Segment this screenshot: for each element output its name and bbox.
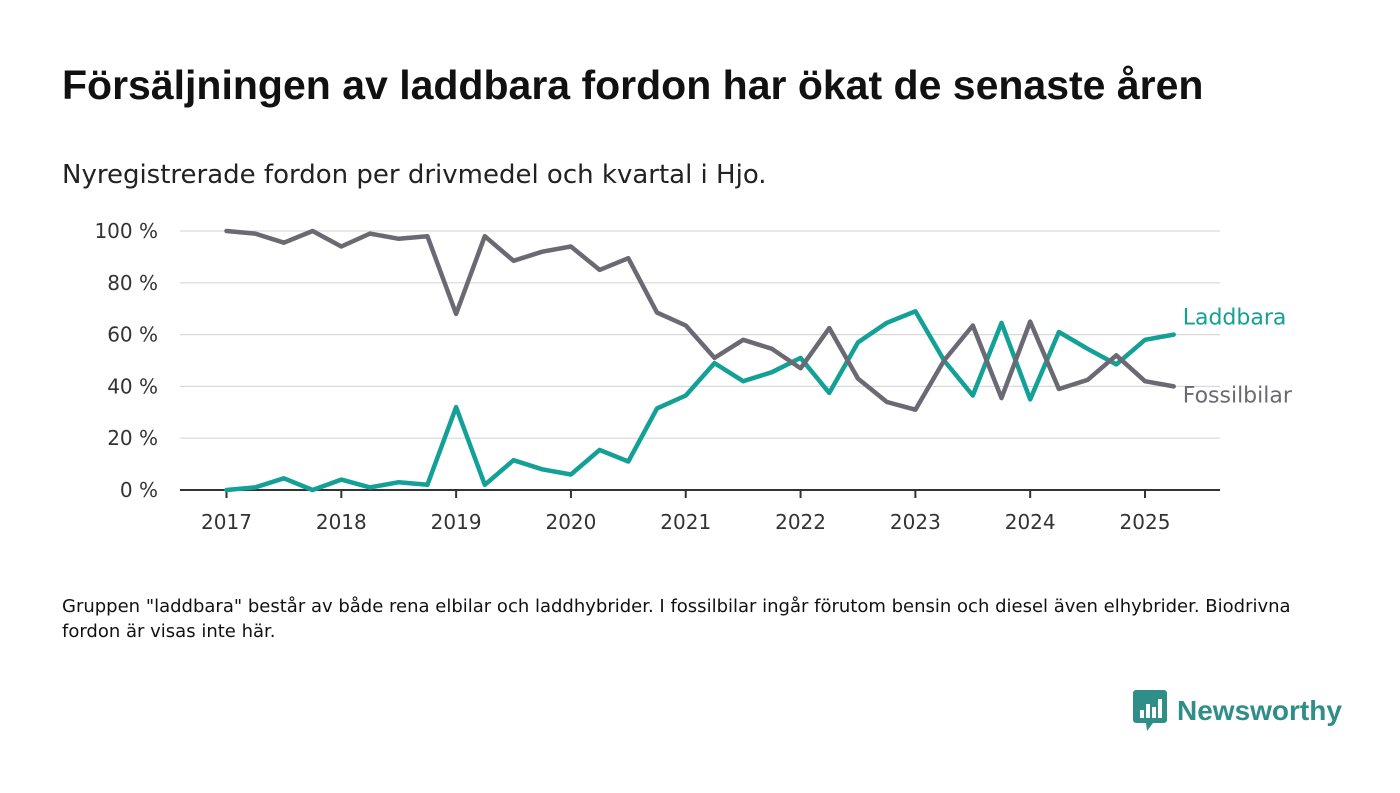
brand-name: Newsworthy bbox=[1177, 695, 1342, 726]
y-tick-label: 20 % bbox=[107, 426, 158, 450]
y-tick-label: 0 % bbox=[120, 478, 158, 502]
x-tick-label: 2023 bbox=[890, 510, 941, 534]
series-labels: Laddbara Fossilbilar bbox=[1183, 306, 1293, 409]
y-tick-label: 40 % bbox=[107, 374, 158, 398]
newsworthy-logo-icon bbox=[1133, 690, 1167, 731]
y-tick-label: 60 % bbox=[107, 323, 158, 347]
footnote: Gruppen "laddbara" består av både rena e… bbox=[62, 596, 1291, 642]
x-tick-label: 2018 bbox=[316, 510, 367, 534]
x-axis-ticks: 2017 2018 2019 2020 2021 2022 2023 2024 2025 bbox=[201, 490, 1170, 534]
gridlines bbox=[180, 230, 1220, 439]
series-label-fossilbilar: Fossilbilar bbox=[1183, 383, 1293, 408]
series-line-fossilbilar bbox=[224, 228, 1176, 412]
series-label-laddbara: Laddbara bbox=[1183, 306, 1287, 331]
x-tick-label: 2021 bbox=[660, 510, 711, 534]
y-tick-label: 80 % bbox=[107, 271, 158, 295]
x-tick-label: 2025 bbox=[1120, 510, 1171, 534]
y-axis-ticks: 0 % 20 % 40 % 60 % 80 % 100 % bbox=[94, 219, 158, 502]
x-tick-label: 2022 bbox=[775, 510, 826, 534]
chart-subtitle: Nyregistrerade fordon per drivmedel och … bbox=[62, 160, 767, 190]
x-tick-label: 2019 bbox=[431, 510, 482, 534]
x-tick-label: 2017 bbox=[201, 510, 252, 534]
y-tick-label: 100 % bbox=[94, 219, 158, 243]
series-line-laddbara bbox=[224, 309, 1176, 493]
brand-logo: Newsworthy bbox=[1133, 690, 1342, 732]
x-tick-label: 2024 bbox=[1005, 510, 1056, 534]
x-tick-label: 2020 bbox=[545, 510, 596, 534]
chart-title: Försäljningen av laddbara fordon har öka… bbox=[62, 62, 1204, 108]
series-lines bbox=[224, 228, 1176, 493]
